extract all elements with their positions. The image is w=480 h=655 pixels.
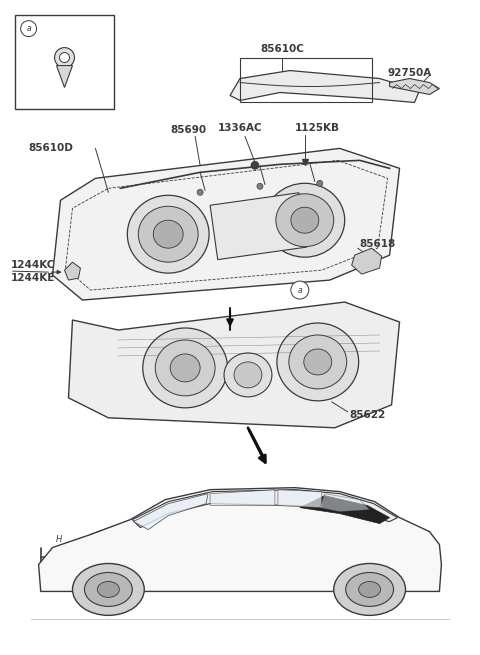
Ellipse shape <box>127 195 209 273</box>
Text: 85610D: 85610D <box>29 143 73 153</box>
Ellipse shape <box>289 335 347 389</box>
Text: 82315A: 82315A <box>42 24 89 33</box>
Ellipse shape <box>72 563 144 616</box>
Circle shape <box>251 161 259 170</box>
Polygon shape <box>390 79 439 94</box>
Polygon shape <box>352 248 382 274</box>
Ellipse shape <box>153 220 183 248</box>
Text: a: a <box>26 24 31 33</box>
Polygon shape <box>132 490 397 527</box>
Text: 1336AC: 1336AC <box>218 123 263 134</box>
Polygon shape <box>300 496 390 523</box>
Text: 92750A: 92750A <box>387 67 432 77</box>
Circle shape <box>257 183 263 189</box>
Text: 85622: 85622 <box>350 410 386 420</box>
Polygon shape <box>133 494 208 530</box>
Circle shape <box>60 52 70 63</box>
Ellipse shape <box>97 582 120 597</box>
Polygon shape <box>320 494 370 512</box>
Text: H: H <box>55 535 61 544</box>
Ellipse shape <box>138 206 198 262</box>
Ellipse shape <box>84 572 132 607</box>
Circle shape <box>197 189 203 195</box>
Ellipse shape <box>276 194 334 247</box>
Text: 1125KB: 1125KB <box>295 123 340 134</box>
Polygon shape <box>52 149 399 300</box>
Polygon shape <box>230 71 420 102</box>
Ellipse shape <box>155 340 215 396</box>
Circle shape <box>21 21 36 37</box>
Ellipse shape <box>234 362 262 388</box>
Ellipse shape <box>334 563 406 616</box>
Ellipse shape <box>304 349 332 375</box>
Ellipse shape <box>170 354 200 382</box>
Text: a: a <box>298 286 302 295</box>
Circle shape <box>55 48 74 67</box>
Polygon shape <box>38 488 442 591</box>
Text: 85690: 85690 <box>170 125 206 136</box>
Bar <box>15 14 114 109</box>
Ellipse shape <box>224 353 272 397</box>
Bar <box>210 193 307 259</box>
Text: 1244KC: 1244KC <box>11 260 55 270</box>
Ellipse shape <box>265 183 345 257</box>
Text: 1244KE: 1244KE <box>11 273 55 283</box>
Text: 85610C: 85610C <box>260 44 304 54</box>
Ellipse shape <box>277 323 359 401</box>
Bar <box>240 58 372 102</box>
Ellipse shape <box>346 572 394 607</box>
Polygon shape <box>278 490 322 508</box>
Ellipse shape <box>291 207 319 233</box>
Text: 85618: 85618 <box>360 239 396 249</box>
Polygon shape <box>69 302 399 428</box>
Ellipse shape <box>143 328 228 408</box>
Ellipse shape <box>359 582 381 597</box>
Circle shape <box>317 180 323 186</box>
Polygon shape <box>64 262 81 280</box>
Polygon shape <box>57 66 72 88</box>
Circle shape <box>291 281 309 299</box>
Polygon shape <box>210 490 275 506</box>
